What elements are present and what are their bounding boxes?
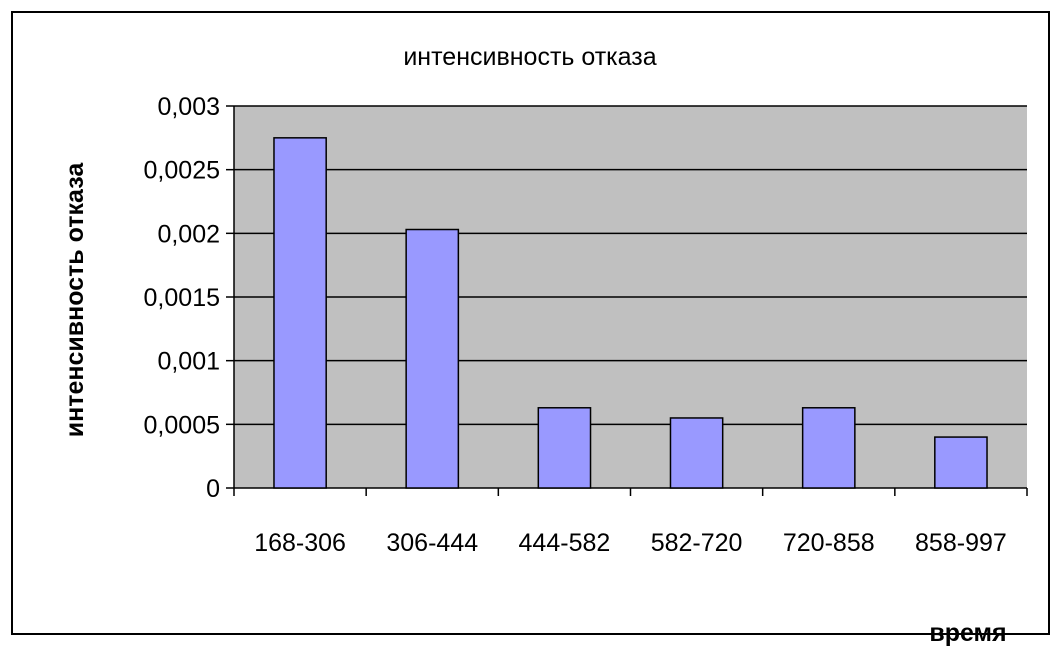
- bar: [801, 407, 856, 489]
- bar: [537, 407, 592, 489]
- y-tick-label: 0,0015: [144, 284, 220, 312]
- chart-title: интенсивность отказа: [403, 43, 656, 71]
- y-tick-label: 0,0005: [144, 411, 220, 439]
- bar: [405, 228, 460, 489]
- y-tick-label: 0,001: [157, 348, 220, 376]
- y-tick-label: 0,0025: [144, 157, 220, 185]
- x-tick-label: 306-444: [386, 529, 478, 557]
- y-tick-label: 0,003: [157, 93, 220, 121]
- x-axis-label: время: [929, 619, 1006, 647]
- y-tick-label: 0,002: [157, 220, 220, 248]
- y-axis-label: интенсивность отказа: [61, 162, 89, 438]
- plot-area: 0 0,0005 0,001 0,0015 0,002 0,0025 0,003 168-30…: [144, 93, 1028, 557]
- x-tick-label: 444-582: [519, 529, 611, 557]
- x-tick-label: 168-306: [254, 529, 346, 557]
- bar: [669, 417, 724, 489]
- bar: [934, 436, 988, 489]
- x-tick-label: 720-858: [783, 529, 875, 557]
- x-tick-label: 582-720: [651, 529, 743, 557]
- y-tick-label: 0: [206, 475, 220, 503]
- bar: [273, 137, 327, 489]
- x-tick-label: 858-997: [915, 529, 1007, 557]
